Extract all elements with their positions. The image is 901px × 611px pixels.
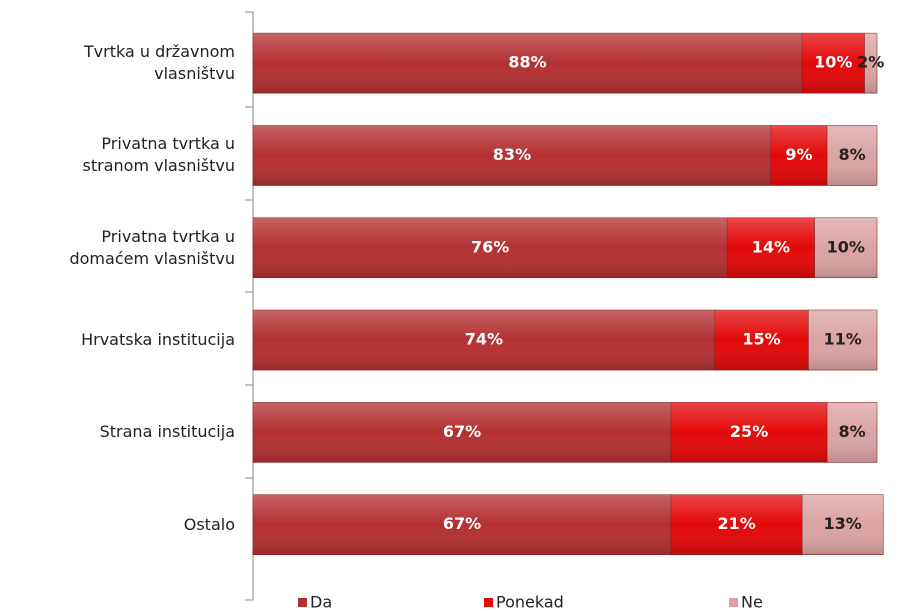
category-label: Strana institucija bbox=[99, 422, 235, 442]
data-label: 67% bbox=[443, 514, 481, 533]
category-label: Ostalo bbox=[183, 514, 235, 534]
data-label: 74% bbox=[465, 330, 503, 349]
legend-swatch bbox=[298, 598, 307, 607]
bar-shade bbox=[802, 494, 884, 555]
data-label: 8% bbox=[838, 145, 865, 164]
data-label: 2% bbox=[857, 53, 884, 72]
data-label: 15% bbox=[742, 330, 780, 349]
bar-shade bbox=[253, 217, 728, 278]
data-label: 76% bbox=[471, 237, 509, 256]
data-label: 21% bbox=[717, 514, 755, 533]
category-label: Privatna tvrtka u domaćem vlasništvu bbox=[69, 226, 235, 268]
data-label: 83% bbox=[493, 145, 531, 164]
bar-shade bbox=[714, 310, 809, 371]
bar-shade bbox=[827, 402, 877, 463]
data-label: 14% bbox=[752, 237, 790, 256]
category-label: Privatna tvrtka u stranom vlasništvu bbox=[82, 134, 235, 176]
bar-shade bbox=[727, 217, 815, 278]
bar-shade bbox=[802, 33, 865, 94]
bar-shade bbox=[808, 310, 877, 371]
bar-shade bbox=[253, 125, 771, 186]
bar-shade bbox=[864, 33, 877, 94]
category-label: Tvrtka u državnom vlasništvu bbox=[83, 42, 235, 84]
legend-label: Ponekad bbox=[496, 593, 564, 611]
legend-label: Da bbox=[310, 593, 332, 611]
bar-shade bbox=[253, 402, 672, 463]
legend-swatch bbox=[484, 598, 493, 607]
data-label: 10% bbox=[827, 237, 865, 256]
data-label: 10% bbox=[814, 53, 852, 72]
axis-ticks bbox=[245, 11, 253, 601]
data-label: 11% bbox=[824, 330, 862, 349]
bar-shade bbox=[253, 310, 715, 371]
legend-swatch bbox=[729, 598, 738, 607]
data-label: 13% bbox=[824, 514, 862, 533]
bar-shade bbox=[253, 494, 672, 555]
data-label: 9% bbox=[785, 145, 812, 164]
bar-shade bbox=[814, 217, 877, 278]
bar-shade bbox=[827, 125, 877, 186]
data-label: 88% bbox=[508, 53, 546, 72]
category-label: Hrvatska institucija bbox=[81, 330, 235, 350]
bar-shade bbox=[671, 402, 828, 463]
bar-shade bbox=[770, 125, 828, 186]
data-label: 67% bbox=[443, 422, 481, 441]
legend-label: Ne bbox=[741, 593, 763, 611]
data-label: 25% bbox=[730, 422, 768, 441]
bar-shade bbox=[253, 33, 803, 94]
bar-shade bbox=[671, 494, 803, 555]
data-label: 8% bbox=[838, 422, 865, 441]
